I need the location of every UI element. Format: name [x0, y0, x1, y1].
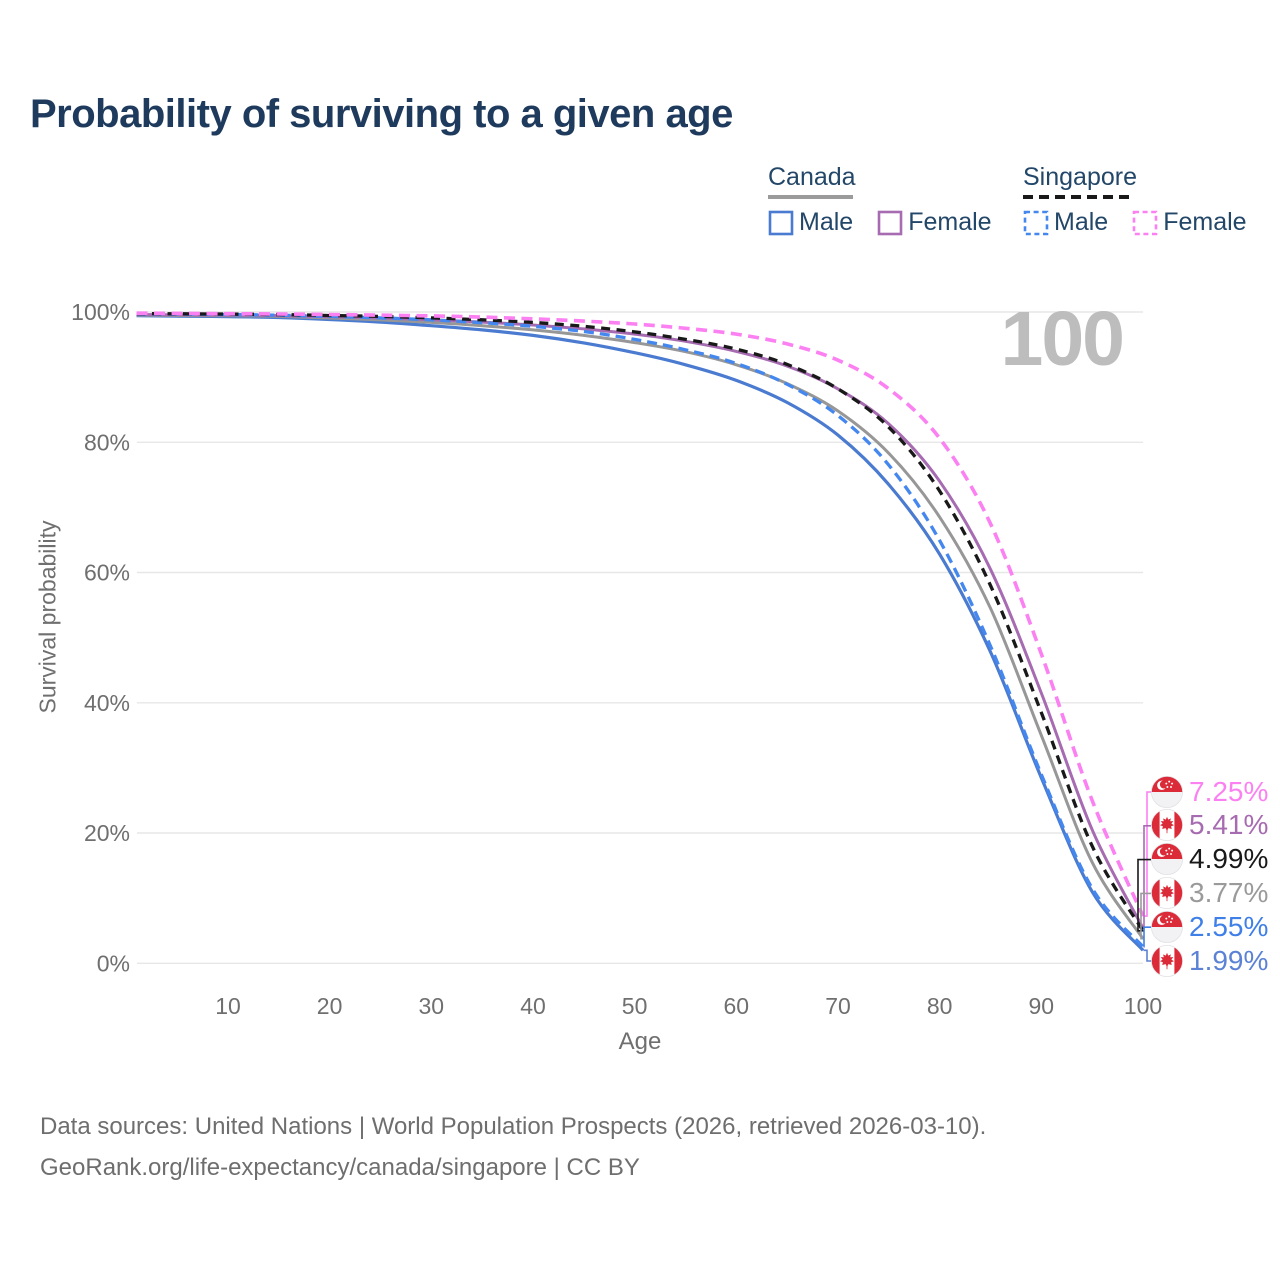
- canada-flag-icon: [1151, 945, 1183, 977]
- end-label-value: 1.99%: [1189, 944, 1269, 976]
- legend-swatch-icon: [1023, 210, 1049, 235]
- end-label-value: 5.41%: [1189, 809, 1269, 841]
- legend-header-canada[interactable]: Canada: [768, 163, 856, 191]
- curve-singapore-male[interactable]: [136, 312, 1145, 948]
- x-tick-50: 50: [622, 993, 648, 1019]
- y-tick-60: 60%: [84, 560, 130, 586]
- end-label-singapore-female: 7.25%: [1151, 776, 1268, 808]
- legend-item-singapore-female[interactable]: Female: [1132, 208, 1247, 237]
- label-connector-singapore-male: [1143, 926, 1151, 948]
- y-tick-20: 20%: [84, 820, 130, 846]
- x-tick-70: 70: [825, 993, 851, 1019]
- canada-flag-icon: [1151, 877, 1183, 909]
- x-tick-60: 60: [724, 993, 750, 1019]
- legend-swatch-icon: [768, 210, 794, 235]
- y-tick-40: 40%: [84, 690, 130, 716]
- curve-canada-male[interactable]: [136, 314, 1145, 952]
- end-label-value: 2.55%: [1189, 910, 1269, 942]
- legend-item-canada-female[interactable]: Female: [877, 208, 992, 237]
- page-title: Probability of surviving to a given age: [30, 92, 733, 136]
- x-tick-100: 100: [1124, 993, 1162, 1019]
- label-connector-canada-male: [1143, 949, 1151, 962]
- footer-data-sources: Data sources: United Nations | World Pop…: [40, 1113, 987, 1140]
- legend-items-singapore: Male Female: [1023, 208, 1247, 237]
- legend-item-canada-male[interactable]: Male: [768, 208, 853, 237]
- x-axis-title: Age: [618, 1028, 662, 1055]
- legend-item-label: Male: [1054, 208, 1109, 236]
- x-tick-10: 10: [215, 993, 241, 1019]
- curve-canada-both[interactable]: [136, 313, 1145, 940]
- label-connector-canada-both: [1140, 892, 1151, 940]
- y-tick-100: 100%: [71, 299, 130, 325]
- legend-swatch-icon: [1132, 210, 1158, 235]
- singapore-flag-icon: [1151, 911, 1183, 943]
- canada-flag-icon: [1151, 809, 1183, 841]
- end-label-canada-female: 5.41%: [1151, 809, 1268, 841]
- label-connector-singapore-female: [1143, 791, 1151, 917]
- legend-swatch-icon: [877, 210, 903, 235]
- legend-group-singapore: Singapore Male Female: [1023, 163, 1247, 237]
- legend-underline-singapore: [1023, 195, 1135, 199]
- x-tick-30: 30: [419, 993, 445, 1019]
- legend-underline-canada: [768, 195, 853, 199]
- legend-item-label: Female: [908, 208, 992, 236]
- end-label-canada-both: 3.77%: [1151, 877, 1268, 909]
- x-tick-40: 40: [520, 993, 546, 1019]
- end-label-singapore-both: 4.99%: [1151, 843, 1268, 875]
- y-tick-0: 0%: [97, 950, 130, 976]
- y-tick-80: 80%: [84, 429, 130, 455]
- age-watermark: 100: [1000, 296, 1125, 382]
- legend-group-canada: Canada Male Female: [768, 163, 992, 237]
- end-label-value: 4.99%: [1189, 843, 1269, 875]
- singapore-flag-icon: [1151, 776, 1183, 808]
- curve-singapore-female[interactable]: [136, 311, 1145, 917]
- x-tick-20: 20: [317, 993, 343, 1019]
- curve-singapore-both[interactable]: [136, 311, 1145, 932]
- end-label-singapore-male: 2.55%: [1151, 911, 1268, 943]
- x-tick-80: 80: [927, 993, 953, 1019]
- curve-canada-female[interactable]: [136, 313, 1145, 929]
- legend-item-label: Male: [799, 208, 854, 236]
- legend-item-label: Female: [1163, 208, 1247, 236]
- end-label-canada-male: 1.99%: [1151, 945, 1268, 977]
- end-label-value: 7.25%: [1189, 775, 1269, 807]
- footer: Data sources: United Nations | World Pop…: [40, 1106, 986, 1188]
- end-label-value: 3.77%: [1189, 876, 1269, 908]
- y-axis-title: Survival probability: [34, 520, 61, 714]
- singapore-flag-icon: [1151, 843, 1183, 875]
- legend-items-canada: Male Female: [768, 208, 992, 237]
- legend-header-singapore[interactable]: Singapore: [1023, 163, 1137, 191]
- footer-attribution: GeoRank.org/life-expectancy/canada/singa…: [40, 1154, 640, 1181]
- legend-item-singapore-male[interactable]: Male: [1023, 208, 1108, 237]
- x-tick-90: 90: [1029, 993, 1055, 1019]
